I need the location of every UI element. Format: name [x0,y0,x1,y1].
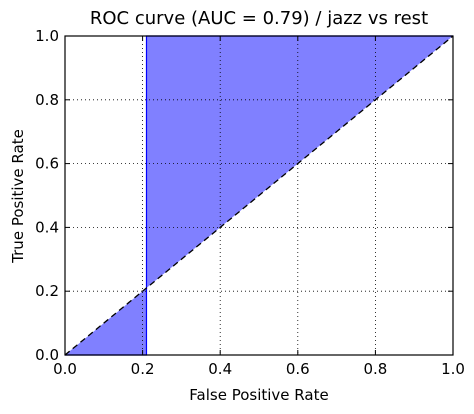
x-tick-label: 0.6 [286,360,310,378]
x-axis: 0.0 0.2 0.4 0.6 0.8 1.0 [53,36,465,378]
x-tick-label: 0.4 [208,360,232,378]
x-tick-label: 0.8 [363,360,387,378]
y-tick-label: 0.2 [35,282,59,300]
x-axis-label: False Positive Rate [189,386,328,404]
y-tick-label: 0.6 [35,155,59,173]
y-axis: 0.0 0.2 0.4 0.6 0.8 1.0 [35,27,453,364]
x-tick-label: 0.0 [53,360,77,378]
y-tick-label: 1.0 [35,27,59,45]
plot-area [64,35,454,356]
y-tick-label: 0.4 [35,218,59,236]
y-tick-label: 0.0 [35,346,59,364]
diagonal-reference-line [64,35,454,356]
chart-title: ROC curve (AUC = 0.79) / jazz vs rest [90,8,428,29]
y-tick-label: 0.8 [35,91,59,109]
plot-frame [64,35,454,356]
y-axis-label: True Positive Rate [9,129,27,264]
x-tick-label: 1.0 [441,360,465,378]
x-tick-label: 0.2 [131,360,155,378]
